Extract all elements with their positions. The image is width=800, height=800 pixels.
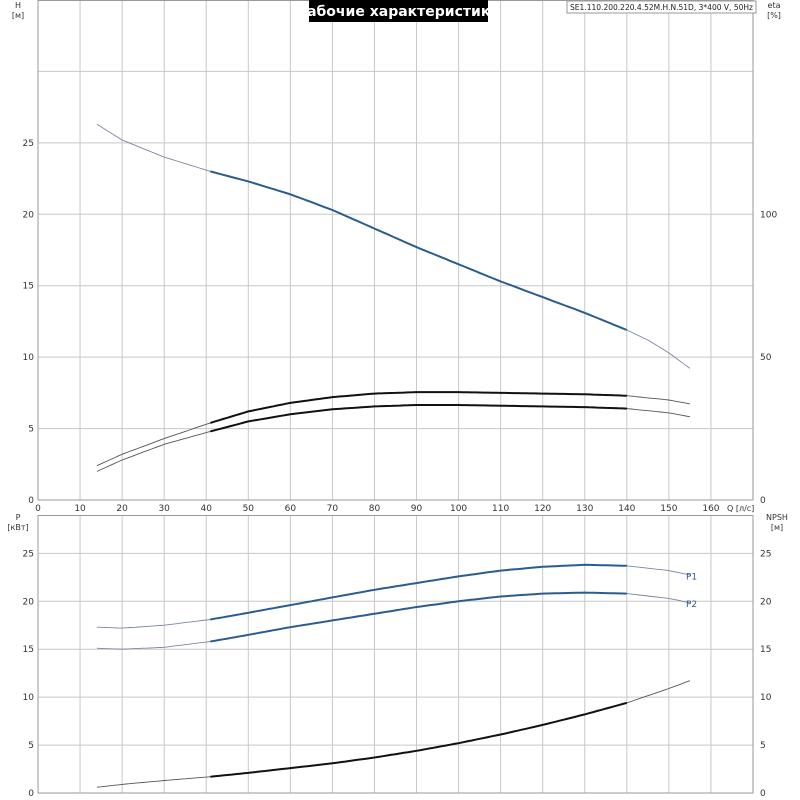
curve-eta_lower-extended — [96, 404, 690, 472]
bottom-y-left-label: P — [16, 513, 21, 522]
model-box-frame — [566, 0, 757, 14]
y-left-tick-label: 0 — [28, 789, 34, 799]
curve-H-extended — [96, 123, 691, 369]
y-right-tick-label: 25 — [760, 549, 771, 559]
y-left-tick-label: 5 — [28, 741, 34, 751]
chart-title-box — [309, 0, 488, 22]
bottom-y-left-unit: [кВт] — [7, 523, 28, 532]
x-tick-label: 20 — [116, 504, 128, 514]
curve-H — [210, 170, 628, 331]
y-right-tick-label: 10 — [760, 693, 772, 703]
curves: P1 P2 — [96, 123, 697, 788]
x-tick-label: 80 — [369, 504, 381, 514]
y-right-tick-label: 0 — [760, 789, 766, 799]
y-left-tick-label: 0 — [28, 496, 34, 506]
curve-eta_upper — [210, 391, 627, 424]
y-right-tick-label: 20 — [760, 597, 772, 607]
x-tick-label: 70 — [327, 504, 339, 514]
y-left-tick-label: 25 — [23, 139, 34, 149]
top-y-right-label: eta — [768, 1, 781, 10]
top-y-left-unit: [м] — [12, 11, 24, 20]
y-right-tick-label: 5 — [760, 741, 766, 751]
y-left-tick-label: 10 — [23, 353, 35, 363]
top-y-right-unit: [%] — [767, 11, 781, 20]
y-right-tick-label: 0 — [760, 496, 766, 506]
x-tick-label: 140 — [618, 504, 635, 514]
model-text: SE1.110.200.220.4.52M.H.N.51D, 3*400 V, … — [570, 3, 753, 12]
x-tick-label: 150 — [660, 504, 677, 514]
chart-title: Рабочие характеристики — [297, 0, 500, 22]
plot-frame — [37, 0, 754, 501]
y-left-tick-label: 25 — [23, 549, 34, 559]
top-y-left-label: H — [15, 1, 21, 10]
y-left-tick-label: 15 — [23, 282, 34, 292]
x-tick-label: 30 — [158, 504, 170, 514]
curve-label-P2: P2 — [686, 600, 697, 610]
y-left-tick-label: 20 — [23, 210, 35, 220]
curve-eta_lower — [210, 404, 627, 433]
y-left-tick-label: 5 — [28, 425, 34, 435]
bottom-y-right-unit: [м] — [771, 523, 783, 532]
curve-label-P1: P1 — [686, 572, 697, 582]
curve-P1-extended — [96, 564, 690, 629]
y-right-tick-label: 50 — [760, 353, 772, 363]
x-axis-label: Q [л/с] — [727, 504, 754, 513]
model-box: SE1.110.200.220.4.52M.H.N.51D, 3*400 V, … — [566, 0, 757, 14]
x-tick-label: 0 — [35, 504, 41, 514]
x-tick-label: 50 — [243, 504, 255, 514]
y-right-tick-label: 100 — [760, 210, 777, 220]
x-tick-label: 110 — [492, 504, 509, 514]
x-tick-label: 40 — [201, 504, 213, 514]
x-tick-label: 100 — [450, 504, 467, 514]
curve-P1 — [210, 563, 627, 621]
x-tick-label: 160 — [702, 504, 719, 514]
bottom-y-right-label: NPSH — [766, 513, 788, 522]
x-tick-label: 60 — [285, 504, 297, 514]
y-left-tick-label: 20 — [23, 597, 35, 607]
x-tick-label: 10 — [74, 504, 86, 514]
y-left-tick-label: 10 — [23, 693, 35, 703]
x-tick-label: 90 — [411, 504, 423, 514]
x-tick-label: 130 — [576, 504, 593, 514]
y-right-tick-label: 15 — [760, 645, 771, 655]
axis-labels: H [м] eta [%] Q [л/с] P [кВт] NPSH [м] — [7, 1, 788, 532]
x-tick-label: 120 — [534, 504, 551, 514]
chart-title-text: Рабочие характеристики — [297, 4, 500, 20]
y-left-tick-label: 15 — [23, 645, 34, 655]
plot-frame — [37, 515, 754, 794]
curve-P2 — [210, 591, 627, 643]
curve-NPSH — [210, 701, 628, 778]
